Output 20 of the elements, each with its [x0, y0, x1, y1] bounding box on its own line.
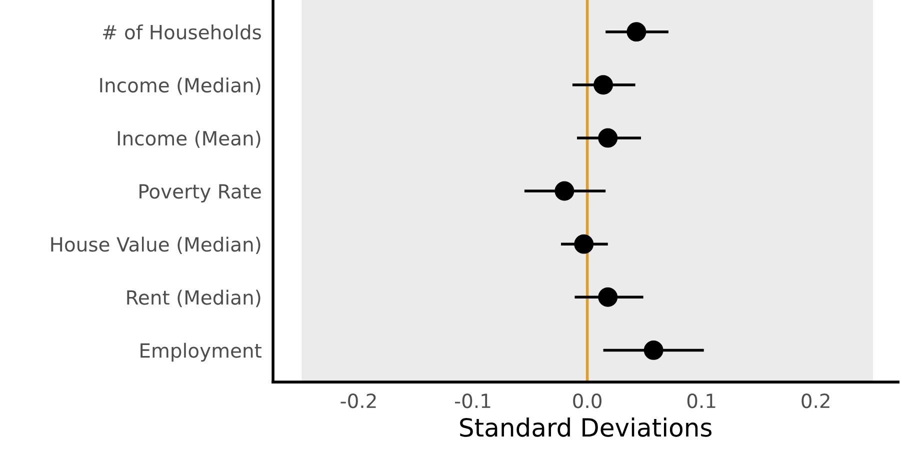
y-tick-label: Employment: [140, 342, 262, 362]
x-tick-label: -0.1: [455, 394, 490, 408]
point: [598, 128, 618, 148]
x-axis-title: Standard Deviations: [460, 418, 712, 437]
point: [554, 181, 574, 201]
point: [594, 75, 614, 95]
point: [626, 22, 646, 42]
x-tick-label: 0.2: [802, 394, 830, 408]
point: [574, 234, 594, 254]
point: [644, 340, 664, 360]
y-tick-label: House Value (Median): [51, 236, 260, 254]
y-tick-label: Poverty Rate: [140, 184, 261, 202]
y-tick-label: Rent (Median): [127, 290, 260, 308]
point: [598, 287, 618, 307]
y-tick-label: Income (Median): [100, 78, 260, 95]
y-tick-label: Income (Mean): [118, 130, 260, 148]
x-tick-label: -0.2: [340, 394, 376, 408]
y-tick-label: # of Households: [102, 24, 261, 40]
x-tick-label: 0.0: [573, 394, 602, 408]
x-tick-label: 0.1: [687, 394, 716, 408]
